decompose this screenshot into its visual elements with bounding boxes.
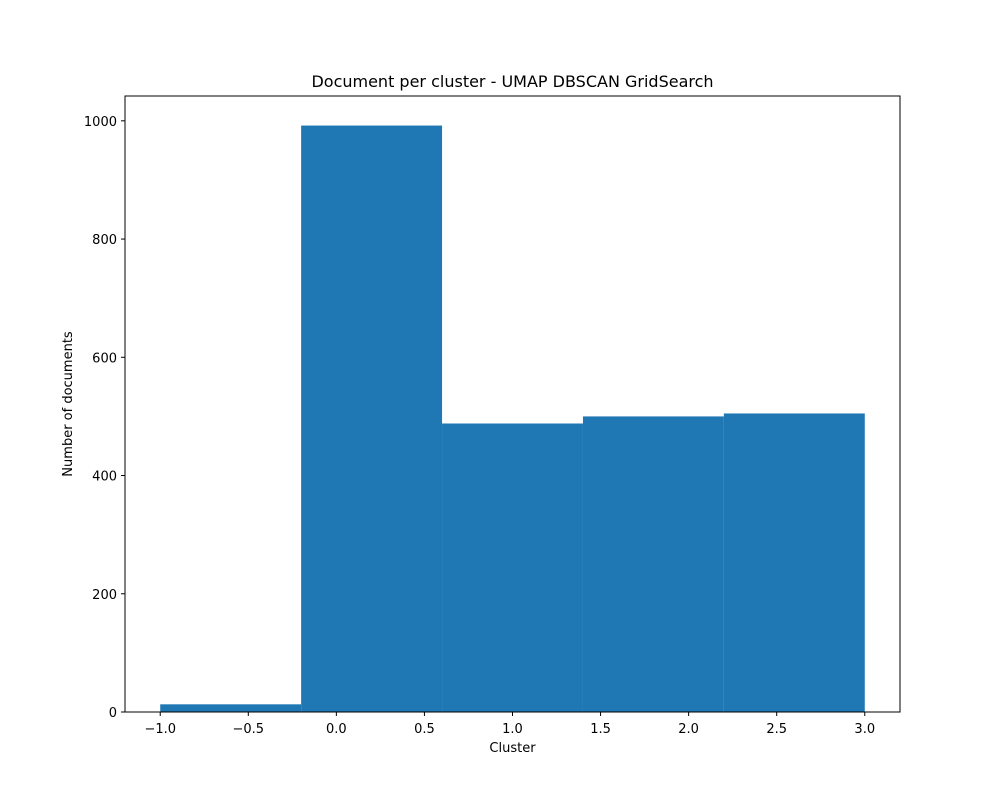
y-tick-label: 600	[92, 351, 117, 366]
y-tick-label: 1000	[84, 115, 117, 130]
bar-0	[160, 704, 302, 712]
x-tick-label: 0.0	[326, 722, 347, 737]
x-axis-ticks: −1.0 −0.5 0.0 0.5 1.0 1.5 2.0 2.5 3.0	[144, 712, 875, 737]
y-tick-label: 400	[92, 470, 117, 485]
bar-4	[723, 413, 865, 712]
x-tick-label: 2.5	[766, 722, 787, 737]
x-tick-label: 3.0	[854, 722, 875, 737]
bar-1	[301, 125, 443, 713]
bar-2	[442, 423, 583, 712]
x-tick-label: 1.5	[590, 722, 611, 737]
x-tick-label: −1.0	[144, 722, 176, 737]
y-axis-label: Number of documents	[61, 331, 76, 477]
x-tick-label: −0.5	[233, 722, 265, 737]
y-axis-ticks: 0 200 400 600 800 1000	[84, 115, 125, 721]
x-tick-label: 1.0	[502, 722, 523, 737]
bar-3	[582, 416, 724, 712]
bars-group	[160, 125, 865, 713]
x-tick-label: 0.5	[414, 722, 435, 737]
x-axis-label: Cluster	[489, 741, 536, 756]
chart-title: Document per cluster - UMAP DBSCAN GridS…	[311, 72, 713, 91]
y-tick-label: 800	[92, 233, 117, 248]
x-tick-label: 2.0	[678, 722, 699, 737]
y-tick-label: 200	[92, 588, 117, 603]
y-tick-label: 0	[109, 706, 117, 721]
